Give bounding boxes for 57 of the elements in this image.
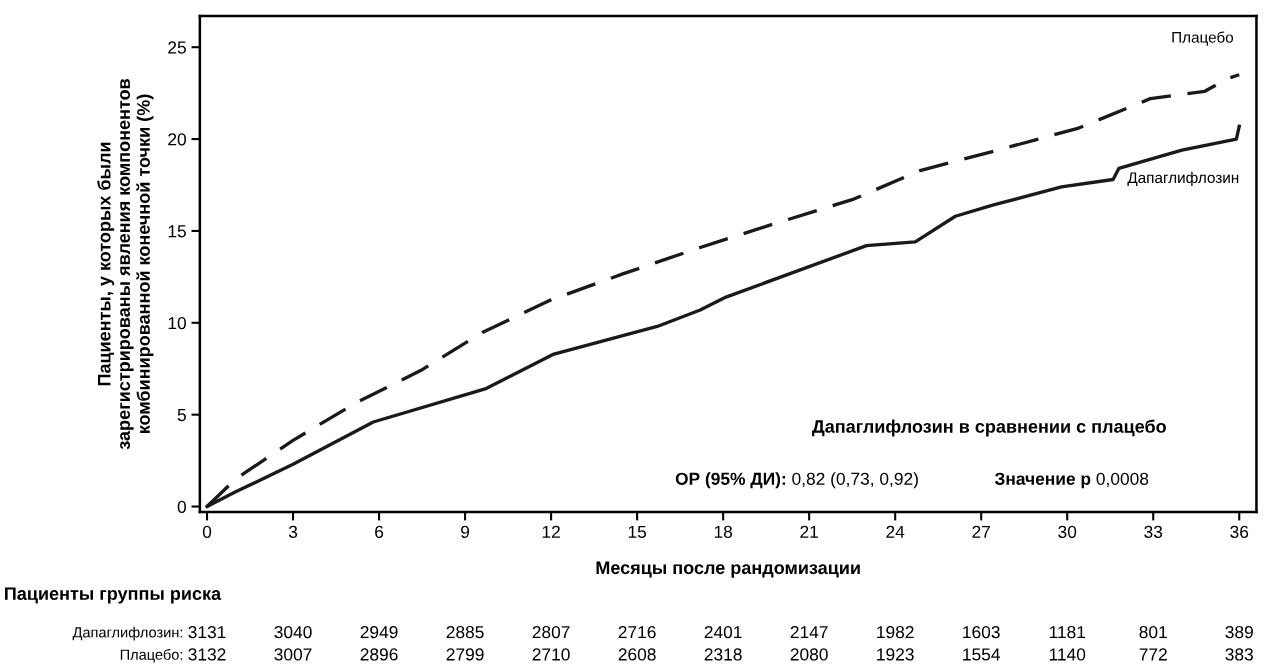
y-tick-label: 10 <box>168 316 186 330</box>
text: 1554 <box>963 648 1000 661</box>
x-tick-label: 36 <box>1230 525 1249 538</box>
text: 3132 <box>188 648 226 661</box>
text: 383 <box>1225 648 1253 661</box>
x-tick-label: 0 <box>202 525 212 538</box>
x-tick-label: 12 <box>542 525 560 538</box>
x-tick-label: 33 <box>1144 525 1163 538</box>
text: Дапаглифлозин: <box>72 626 183 641</box>
x-tick-label: 30 <box>1058 525 1077 538</box>
text: 2401 <box>704 625 742 639</box>
y-tick-label: 25 <box>168 41 186 54</box>
text: 3007 <box>274 648 312 661</box>
text: 2080 <box>790 648 828 661</box>
x-tick-label: 24 <box>886 525 905 538</box>
x-tick-label: 27 <box>972 525 990 538</box>
annotation: ОР (95% ДИ): <box>675 472 786 489</box>
text: 2318 <box>704 648 742 661</box>
x-tick-label: 18 <box>714 525 733 538</box>
text: Плацебо: <box>120 648 183 663</box>
x-tick-label: 21 <box>800 525 818 538</box>
y-tick-label: 15 <box>168 225 186 238</box>
text: 2807 <box>532 625 570 639</box>
text: 1181 <box>1049 625 1086 639</box>
series-label: Плацебо <box>1172 31 1234 46</box>
y-tick-label: 20 <box>168 133 186 146</box>
text: 1140 <box>1049 648 1086 661</box>
annotation: Значение р <box>994 472 1091 489</box>
text: 2885 <box>446 625 484 639</box>
x-tick-label: 9 <box>461 525 470 538</box>
y-axis-title: Пациенты, у которых были зарегистрированы явления компонентов комбинированной конечной точки (%) <box>97 79 154 450</box>
text: 2799 <box>446 648 484 661</box>
x-axis-title: Месяцы после рандомизации <box>596 561 860 578</box>
text: 2710 <box>532 648 570 661</box>
series-label: Дапаглифлозин <box>1127 171 1239 187</box>
x-tick-label: 6 <box>375 525 384 538</box>
annotation: 0,0008 <box>1096 472 1149 487</box>
text: 389 <box>1225 625 1253 639</box>
text: 2608 <box>618 648 656 661</box>
annotation: Дапаглифлозин в сравнении с плацебо <box>812 419 1166 437</box>
y-tick-label: 5 <box>177 409 186 422</box>
text: 801 <box>1139 625 1167 639</box>
text: 3040 <box>274 625 312 639</box>
text: 2896 <box>360 648 398 661</box>
text: 2949 <box>360 625 398 639</box>
x-tick-label: 3 <box>288 525 298 538</box>
text: 772 <box>1139 648 1167 661</box>
y-tick-label: 0 <box>177 500 186 513</box>
text: 2147 <box>790 625 828 639</box>
text: 3131 <box>188 625 226 639</box>
text: 1923 <box>877 648 914 661</box>
x-tick-label: 15 <box>628 525 647 538</box>
text: 1603 <box>963 625 1000 639</box>
text: Пациенты группы риска <box>5 587 222 604</box>
annotation: 0,82 (0,73, 0,92) <box>792 472 918 489</box>
text: 2716 <box>618 625 656 639</box>
text: 1982 <box>877 625 914 639</box>
